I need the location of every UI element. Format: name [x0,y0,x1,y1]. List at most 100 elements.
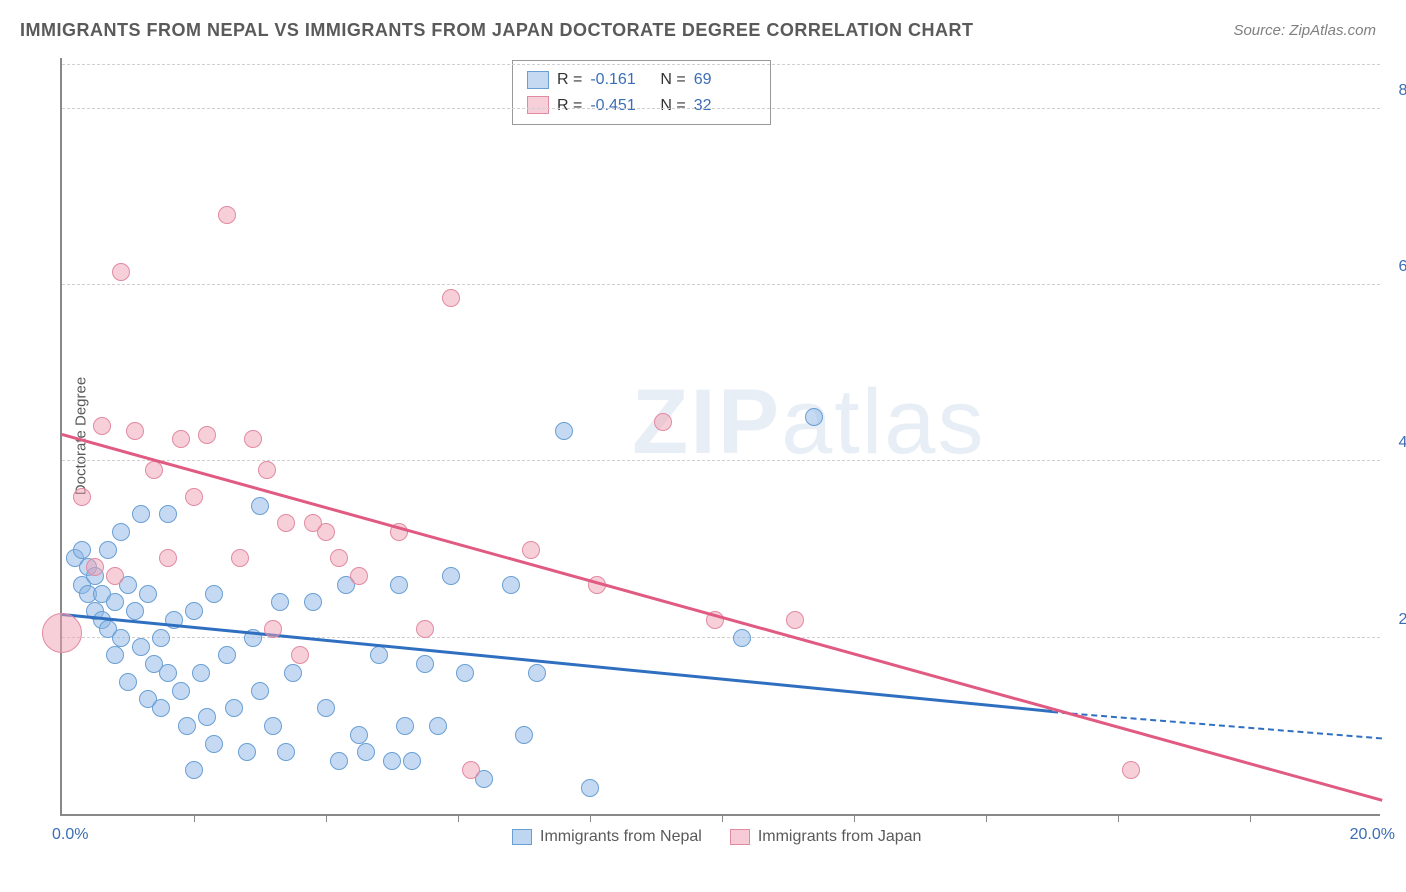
scatter-point [73,488,91,506]
legend-series: Immigrants from Nepal Immigrants from Jap… [512,828,921,846]
x-tick [1250,814,1251,822]
scatter-point [132,638,150,656]
trend-line-dash [1052,711,1382,739]
trend-line [62,613,1052,712]
scatter-point [284,664,302,682]
scatter-point [93,417,111,435]
scatter-point [218,646,236,664]
legend-label: Immigrants from Nepal [540,828,702,846]
x-tick [326,814,327,822]
legend-row: R =-0.161N =69 [527,67,756,93]
scatter-point [86,558,104,576]
legend-r-label: R = [557,93,582,119]
scatter-point [555,422,573,440]
scatter-point [330,752,348,770]
scatter-point [258,461,276,479]
scatter-point [416,655,434,673]
scatter-point [462,761,480,779]
scatter-point [429,717,447,735]
scatter-point [383,752,401,770]
scatter-point [264,717,282,735]
scatter-point [145,461,163,479]
legend-swatch [730,829,750,845]
scatter-point [185,602,203,620]
x-tick [590,814,591,822]
scatter-point [264,620,282,638]
scatter-point [277,514,295,532]
x-tick [458,814,459,822]
scatter-point [112,263,130,281]
legend-n-label: N = [660,93,685,119]
scatter-point [106,567,124,585]
scatter-point [502,576,520,594]
scatter-point [317,699,335,717]
scatter-point [244,430,262,448]
scatter-point [304,593,322,611]
y-tick-label: 4.0% [1399,434,1406,452]
scatter-point [456,664,474,682]
legend-n-value: 69 [694,67,756,93]
scatter-point [1122,761,1140,779]
x-tick [986,814,987,822]
scatter-point [403,752,421,770]
scatter-point [805,408,823,426]
scatter-point [192,664,210,682]
legend-row: R = -0.451 N = 32 [527,93,756,119]
legend-n-label: N = [660,67,685,93]
scatter-point [350,567,368,585]
y-tick-label: 2.0% [1399,611,1406,629]
scatter-point [238,743,256,761]
legend-item: Immigrants from Nepal [512,828,702,846]
scatter-point [416,620,434,638]
x-tick [722,814,723,822]
legend-correlation: R =-0.161N =69R =-0.451N =32 [512,60,771,125]
scatter-point [152,629,170,647]
scatter-point [185,488,203,506]
scatter-point [185,761,203,779]
scatter-point [152,699,170,717]
scatter-point [277,743,295,761]
scatter-point [132,505,150,523]
scatter-point [172,682,190,700]
scatter-point [99,541,117,559]
scatter-point [786,611,804,629]
legend-swatch [512,829,532,845]
scatter-point [291,646,309,664]
legend-n-value: 32 [694,93,756,119]
scatter-point [205,585,223,603]
x-tick [1118,814,1119,822]
legend-r-label: R = [557,67,582,93]
scatter-point [198,708,216,726]
scatter-point [350,726,368,744]
scatter-point [126,422,144,440]
legend-swatch [527,96,549,114]
y-tick-label: 6.0% [1399,258,1406,276]
gridline [62,64,1380,65]
scatter-point [357,743,375,761]
gridline [62,284,1380,285]
x-tick-label: 20.0% [1350,826,1395,844]
scatter-point [442,289,460,307]
legend-swatch [527,71,549,89]
scatter-point [119,673,137,691]
scatter-point [396,717,414,735]
gridline [62,460,1380,461]
scatter-point [178,717,196,735]
scatter-point [112,629,130,647]
scatter-point [390,576,408,594]
scatter-point [225,699,243,717]
scatter-point [172,430,190,448]
scatter-point [231,549,249,567]
scatter-point [205,735,223,753]
scatter-point [159,505,177,523]
legend-item: Immigrants from Japan [730,828,922,846]
scatter-point [218,206,236,224]
y-tick-label: 8.0% [1399,82,1406,100]
legend-r-value: -0.451 [590,93,652,119]
scatter-point [251,497,269,515]
scatter-point [654,413,672,431]
scatter-point [522,541,540,559]
chart-title: IMMIGRANTS FROM NEPAL VS IMMIGRANTS FROM… [20,20,974,41]
scatter-point [126,602,144,620]
x-tick [854,814,855,822]
